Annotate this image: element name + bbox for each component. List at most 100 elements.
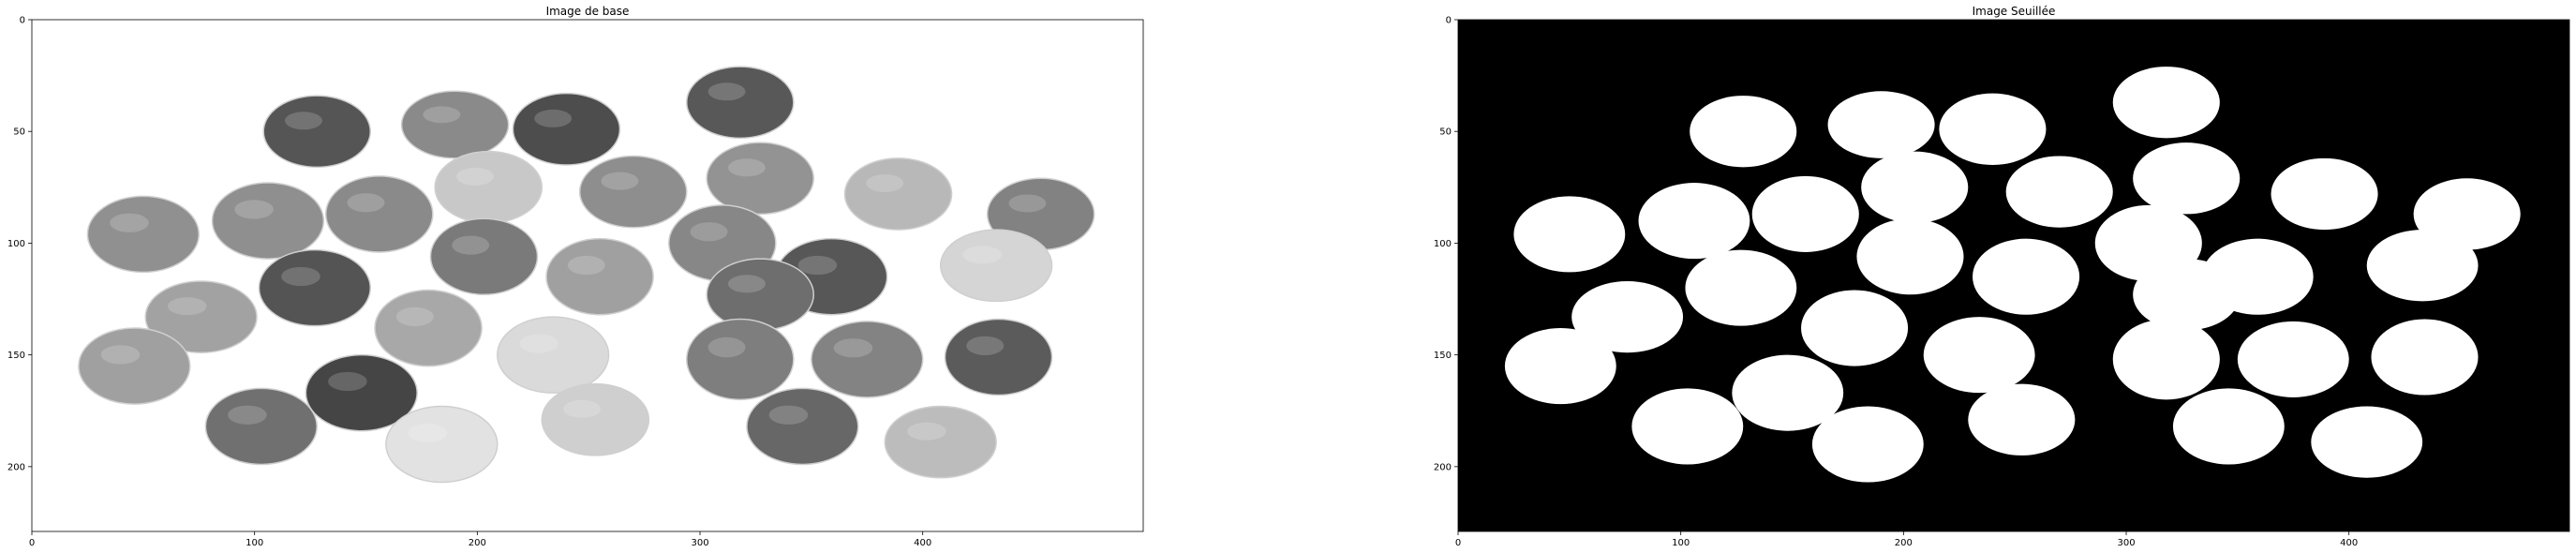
mask-blob-13 bbox=[1856, 218, 1964, 295]
mask-blob-19 bbox=[1571, 280, 1684, 353]
candy-highlight-20 bbox=[395, 306, 434, 327]
mask-blob-23 bbox=[1923, 317, 2035, 394]
candy-19 bbox=[144, 280, 258, 354]
candy-highlight-14 bbox=[567, 255, 605, 276]
mask-blob-28 bbox=[1631, 388, 1744, 465]
x-tick-label: 300 bbox=[2117, 538, 2135, 548]
y-tick-label: 150 bbox=[7, 351, 25, 361]
candy-highlight-5 bbox=[456, 167, 494, 186]
panel-base-image: Image de base 0 100 200 300 400 0 50 100 150 200 bbox=[7, 5, 1144, 549]
candy-highlight-8 bbox=[866, 173, 904, 193]
mask-blob-11 bbox=[1638, 183, 1750, 260]
mask-blob-24 bbox=[2112, 319, 2220, 400]
candy-32 bbox=[884, 405, 997, 479]
candy-22 bbox=[78, 327, 191, 405]
candy-highlight-30 bbox=[563, 399, 602, 418]
candy-21 bbox=[706, 258, 814, 332]
candy-2 bbox=[400, 90, 510, 159]
axes-frame-threshold bbox=[1457, 19, 2570, 532]
candy-11 bbox=[211, 182, 325, 260]
mask-blob-14 bbox=[1973, 238, 2080, 315]
mask-blob-1 bbox=[1690, 96, 1797, 168]
candy-highlight-31 bbox=[768, 405, 809, 425]
x-tick-label: 100 bbox=[246, 538, 263, 548]
candy-highlight-29 bbox=[408, 423, 448, 442]
y-tick-label: 0 bbox=[1446, 16, 1452, 26]
candy-highlight-17 bbox=[962, 246, 1003, 264]
mask-blob-27 bbox=[1732, 354, 1844, 431]
candy-29 bbox=[385, 405, 499, 484]
x-tick-label: 0 bbox=[1455, 538, 1461, 548]
candy-13 bbox=[429, 217, 539, 296]
candy-8 bbox=[843, 157, 953, 231]
candy-28 bbox=[204, 387, 318, 466]
mask-blob-4 bbox=[2112, 67, 2220, 139]
candy-20 bbox=[374, 289, 483, 367]
candy-highlight-22 bbox=[100, 345, 141, 365]
candy-14 bbox=[545, 237, 654, 316]
candy-highlight-15 bbox=[690, 222, 728, 242]
candy-highlight-24 bbox=[707, 336, 746, 358]
candy-4 bbox=[686, 66, 795, 140]
candy-highlight-16 bbox=[797, 255, 838, 276]
candy-highlight-10 bbox=[110, 213, 149, 232]
candy-highlight-7 bbox=[727, 158, 766, 177]
mask-blob-6 bbox=[2005, 156, 2113, 228]
candy-highlight-6 bbox=[601, 172, 639, 190]
x-tick-label: 400 bbox=[2340, 538, 2358, 548]
candy-highlight-32 bbox=[907, 422, 946, 441]
candy-6 bbox=[578, 155, 688, 229]
candy-layer-base bbox=[78, 66, 1095, 484]
axis-ticks-base: 0 100 200 300 400 0 50 100 150 200 bbox=[7, 16, 931, 549]
candy-highlight-11 bbox=[234, 200, 274, 219]
axis-ticks-threshold: 0 100 200 300 400 0 50 100 150 200 bbox=[1434, 16, 2358, 549]
mask-blob-17 bbox=[2366, 230, 2479, 302]
candy-3 bbox=[512, 92, 621, 166]
candy-highlight-4 bbox=[707, 82, 746, 101]
mask-blob-32 bbox=[2311, 406, 2423, 478]
candy-highlight-3 bbox=[534, 109, 573, 127]
mask-blob-3 bbox=[1939, 93, 2047, 165]
candy-7 bbox=[706, 142, 814, 216]
candy-18 bbox=[258, 248, 372, 327]
candy-highlight-27 bbox=[328, 371, 367, 392]
x-tick-label: 300 bbox=[691, 538, 708, 548]
candy-25 bbox=[811, 321, 924, 398]
y-tick-label: 50 bbox=[13, 127, 25, 138]
candy-highlight-18 bbox=[281, 266, 320, 287]
panel-threshold-image: Image Seuillée 0 100 200 300 400 0 50 100 150 200 bbox=[1434, 5, 2570, 549]
candy-highlight-23 bbox=[519, 334, 559, 353]
mask-blob-8 bbox=[2271, 157, 2378, 231]
panel-title-base: Image de base bbox=[546, 5, 630, 18]
x-tick-label: 0 bbox=[29, 538, 35, 548]
mask-blob-18 bbox=[1685, 249, 1797, 326]
candy-highlight-26 bbox=[966, 336, 1005, 355]
mask-blob-31 bbox=[2172, 388, 2285, 465]
candy-highlight-13 bbox=[452, 235, 490, 255]
mask-blob-5 bbox=[1861, 151, 1969, 223]
candy-highlight-28 bbox=[228, 405, 267, 425]
y-tick-label: 150 bbox=[1434, 351, 1452, 361]
candy-highlight-19 bbox=[167, 297, 207, 316]
candy-highlight-1 bbox=[284, 112, 322, 130]
y-tick-label: 200 bbox=[1434, 462, 1452, 472]
mask-blob-12 bbox=[1751, 175, 1859, 252]
mask-blob-7 bbox=[2133, 142, 2241, 215]
candy-highlight-25 bbox=[833, 338, 873, 358]
x-tick-label: 100 bbox=[1672, 538, 1690, 548]
mask-blob-30 bbox=[1968, 383, 2076, 456]
candy-highlight-2 bbox=[423, 106, 461, 124]
mask-blob-22 bbox=[1504, 328, 1616, 405]
panel-title-threshold: Image Seuillée bbox=[1973, 5, 2056, 18]
candy-highlight-21 bbox=[727, 275, 766, 293]
candy-30 bbox=[541, 382, 650, 456]
mask-layer-threshold bbox=[1504, 67, 2521, 483]
mask-blob-20 bbox=[1801, 290, 1909, 366]
candy-10 bbox=[86, 195, 201, 274]
candy-highlight-9 bbox=[1008, 194, 1047, 213]
y-tick-label: 100 bbox=[7, 239, 25, 249]
x-tick-label: 200 bbox=[469, 538, 486, 548]
y-tick-label: 200 bbox=[7, 462, 25, 472]
mask-blob-29 bbox=[1811, 406, 1924, 483]
candy-12 bbox=[324, 175, 434, 253]
